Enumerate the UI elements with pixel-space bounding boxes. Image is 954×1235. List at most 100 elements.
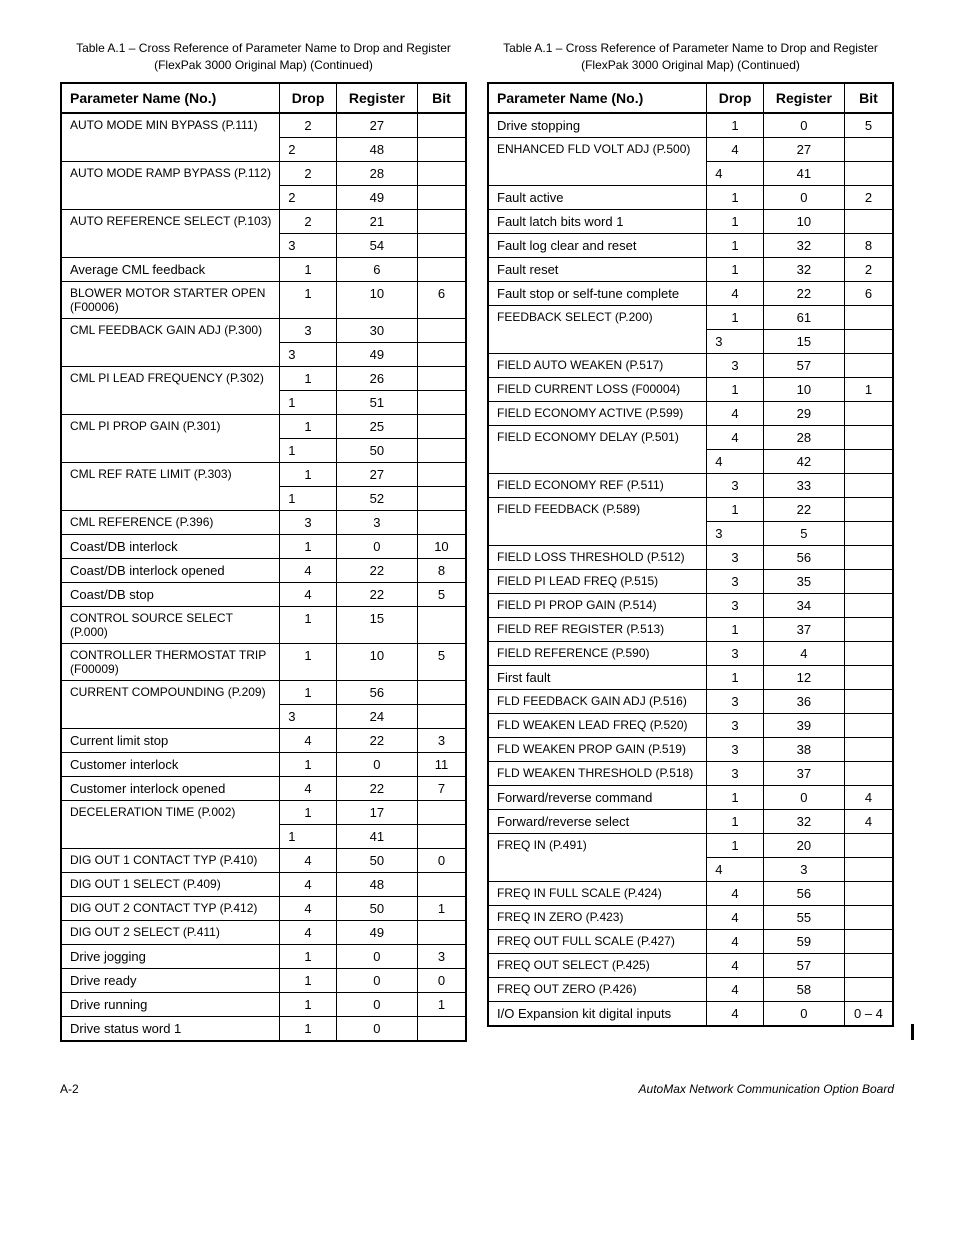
cell-bit — [844, 929, 893, 953]
cell-register: 51 — [336, 390, 417, 414]
table-row: Customer interlock1011 — [61, 752, 466, 776]
cell-drop: 3 — [707, 641, 764, 665]
cell-drop: 1 — [280, 944, 337, 968]
cell-register: 48 — [336, 872, 417, 896]
cell-parameter-name: Fault stop or self-tune complete — [488, 281, 707, 305]
cell-drop: 1 — [280, 366, 337, 390]
cell-register: 56 — [763, 881, 844, 905]
right-column: Table A.1 – Cross Reference of Parameter… — [487, 40, 894, 1042]
cell-drop: 1 — [280, 752, 337, 776]
cell-drop: 4 — [707, 137, 764, 161]
cell-bit — [844, 401, 893, 425]
table-row: FIELD ECONOMY ACTIVE (P.599)429 — [488, 401, 893, 425]
table-row: Forward/reverse command104 — [488, 785, 893, 809]
cell-bit: 5 — [417, 643, 466, 680]
cell-parameter-name: DIG OUT 2 SELECT (P.411) — [61, 920, 280, 944]
cell-drop: 3 — [707, 689, 764, 713]
cell-parameter-name: FIELD PI PROP GAIN (P.514) — [488, 593, 707, 617]
table-row: FEEDBACK SELECT (P.200)161 — [488, 305, 893, 329]
table-row: CONTROL SOURCE SELECT (P.000)115 — [61, 606, 466, 643]
cell-bit — [844, 545, 893, 569]
cell-bit — [844, 737, 893, 761]
cell-bit — [417, 366, 466, 390]
cell-register: 39 — [763, 713, 844, 737]
cell-register: 48 — [336, 137, 417, 161]
cell-drop: 4 — [707, 929, 764, 953]
cell-register: 22 — [763, 497, 844, 521]
cell-drop: 2 — [280, 209, 337, 233]
cell-bit — [844, 329, 893, 353]
cell-drop: 4 — [280, 776, 337, 800]
table-row: DECELERATION TIME (P.002)117 — [61, 800, 466, 824]
left-caption: Table A.1 – Cross Reference of Parameter… — [60, 40, 467, 74]
cell-register: 27 — [336, 113, 417, 138]
cell-bit: 10 — [417, 534, 466, 558]
cell-bit — [844, 833, 893, 857]
table-row: FIELD CURRENT LOSS (F00004)1101 — [488, 377, 893, 401]
cell-bit — [417, 233, 466, 257]
cell-drop: 3 — [280, 233, 337, 257]
table-row: FREQ IN (P.491)120 — [488, 833, 893, 857]
cell-register: 10 — [763, 209, 844, 233]
cell-drop: 3 — [280, 318, 337, 342]
cell-register: 30 — [336, 318, 417, 342]
cell-drop: 3 — [707, 761, 764, 785]
cell-register: 0 — [336, 992, 417, 1016]
cell-bit: 4 — [844, 809, 893, 833]
cell-register: 10 — [763, 377, 844, 401]
table-row: FREQ IN ZERO (P.423)455 — [488, 905, 893, 929]
cell-register: 57 — [763, 353, 844, 377]
cell-register: 32 — [763, 233, 844, 257]
cell-register: 55 — [763, 905, 844, 929]
cell-bit — [844, 353, 893, 377]
cell-parameter-name: Forward/reverse command — [488, 785, 707, 809]
cell-drop: 3 — [707, 353, 764, 377]
table-row: Drive ready100 — [61, 968, 466, 992]
cell-drop: 1 — [280, 534, 337, 558]
cell-register: 57 — [763, 953, 844, 977]
page: Table A.1 – Cross Reference of Parameter… — [60, 40, 894, 1096]
cell-bit — [844, 569, 893, 593]
table-row: DIG OUT 1 CONTACT TYP (P.410)4500 — [61, 848, 466, 872]
cell-parameter-name: CONTROL SOURCE SELECT (P.000) — [61, 606, 280, 643]
cell-bit — [844, 761, 893, 785]
cell-register: 50 — [336, 896, 417, 920]
cell-register: 54 — [336, 233, 417, 257]
header-drop: Drop — [280, 83, 337, 113]
cell-parameter-name: Drive stopping — [488, 113, 707, 138]
cell-drop: 4 — [280, 558, 337, 582]
table-row: FIELD AUTO WEAKEN (P.517)357 — [488, 353, 893, 377]
cell-bit: 2 — [844, 257, 893, 281]
cell-bit: 5 — [417, 582, 466, 606]
cell-register: 41 — [336, 824, 417, 848]
cell-register: 21 — [336, 209, 417, 233]
table-row: DIG OUT 2 SELECT (P.411)449 — [61, 920, 466, 944]
table-row: FIELD LOSS THRESHOLD (P.512)356 — [488, 545, 893, 569]
cell-parameter-name: Drive running — [61, 992, 280, 1016]
cell-drop: 1 — [280, 606, 337, 643]
cell-drop: 1 — [707, 233, 764, 257]
cell-parameter-name: CML FEEDBACK GAIN ADJ (P.300) — [61, 318, 280, 366]
table-row: FLD WEAKEN PROP GAIN (P.519)338 — [488, 737, 893, 761]
cell-parameter-name: Average CML feedback — [61, 257, 280, 281]
left-table: Parameter Name (No.) Drop Register Bit A… — [60, 82, 467, 1042]
cell-parameter-name: FIELD PI LEAD FREQ (P.515) — [488, 569, 707, 593]
cell-register: 56 — [336, 680, 417, 704]
cell-bit — [417, 824, 466, 848]
cell-drop: 1 — [707, 377, 764, 401]
cell-bit: 3 — [417, 944, 466, 968]
cell-drop: 1 — [280, 643, 337, 680]
cell-register: 34 — [763, 593, 844, 617]
cell-drop: 3 — [707, 569, 764, 593]
cell-register: 17 — [336, 800, 417, 824]
cell-bit — [417, 704, 466, 728]
table-row: Customer interlock opened4227 — [61, 776, 466, 800]
cell-bit — [417, 113, 466, 138]
table-row: FIELD PI LEAD FREQ (P.515)335 — [488, 569, 893, 593]
cell-register: 3 — [763, 857, 844, 881]
cell-drop: 3 — [280, 704, 337, 728]
cell-register: 36 — [763, 689, 844, 713]
cell-parameter-name: Current limit stop — [61, 728, 280, 752]
cell-bit — [417, 462, 466, 486]
cell-register: 27 — [336, 462, 417, 486]
